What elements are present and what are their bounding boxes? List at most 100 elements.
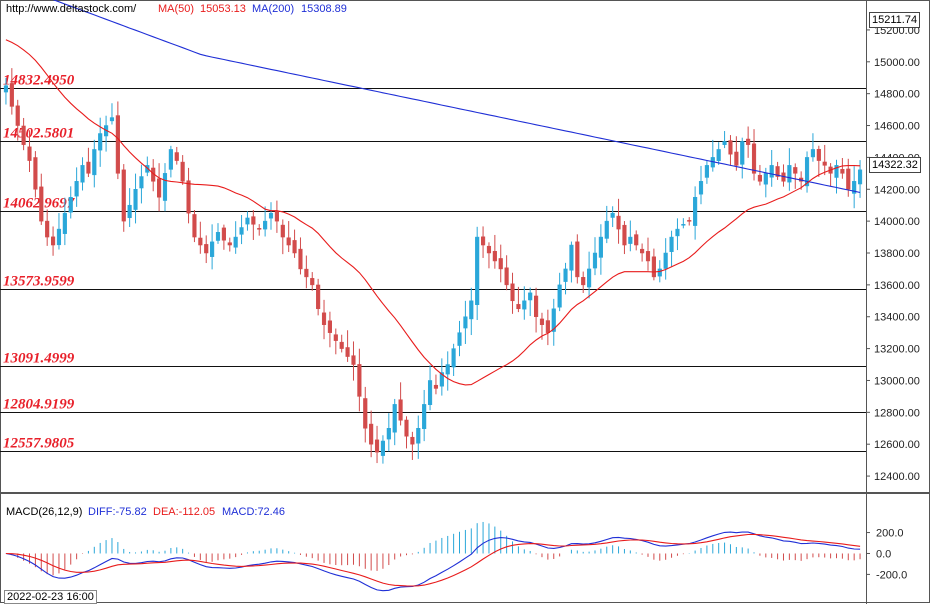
candle-body (522, 300, 527, 310)
candle-body (39, 186, 44, 222)
level-label: 12804.9199 (3, 397, 75, 413)
candle-body (575, 241, 580, 278)
candle-body (433, 384, 439, 389)
candle-body (704, 165, 709, 178)
candle-body (587, 268, 592, 288)
candle-body (539, 318, 545, 325)
candle-body (610, 212, 615, 218)
candle-body (286, 237, 291, 246)
candle-body (810, 149, 816, 158)
candle-body (846, 168, 851, 190)
candle-body (569, 244, 574, 271)
candle-body (304, 268, 309, 278)
candle-body (280, 224, 285, 238)
y-tick-label: 14200.00 (874, 184, 920, 196)
level-label: 12557.9805 (3, 436, 75, 452)
candle-body (763, 173, 768, 185)
candle-body (68, 196, 73, 213)
candle-body (734, 151, 739, 166)
y-tick-label: 13600.00 (874, 280, 920, 292)
macd-value: MACD:72.46 (222, 506, 285, 518)
candle-body (327, 320, 332, 333)
candle-body (728, 140, 733, 155)
candle-body (451, 348, 456, 368)
site-url[interactable]: http://www.deltastock.com/ (6, 3, 137, 15)
y-tick-label: 13200.00 (874, 344, 920, 356)
candle-body (693, 196, 698, 226)
candle-body (645, 251, 651, 262)
candle-body (669, 236, 674, 252)
candle-body (504, 267, 509, 286)
candle-body (439, 372, 444, 387)
candle-body (198, 237, 203, 246)
main-panel-frame (0, 0, 930, 493)
candle-body (822, 161, 827, 166)
candle-body (681, 224, 686, 226)
candle-body (215, 232, 221, 241)
candle-body (145, 165, 150, 173)
last-price-box: 14322.32 (869, 157, 921, 173)
candle-body (162, 173, 168, 201)
candle-body (321, 312, 327, 325)
candle-body (675, 228, 680, 237)
candle-body (716, 149, 721, 162)
candle-body (557, 284, 562, 308)
candle-body (3, 85, 9, 93)
candle-body (292, 240, 297, 254)
candle-body (115, 115, 120, 174)
candle-body (410, 436, 415, 445)
candle-body (840, 169, 845, 174)
candles (3, 68, 863, 464)
candle-body (310, 278, 315, 286)
candle-body (186, 180, 191, 214)
candle-body (109, 117, 115, 122)
candle-body (640, 248, 645, 254)
candle-body (563, 268, 568, 282)
y-tick-label: 14000.00 (874, 216, 920, 228)
candle-body (374, 439, 380, 453)
candle-body (416, 428, 421, 444)
candle-body (486, 245, 492, 254)
candle-body (98, 133, 103, 151)
candle-body (445, 364, 450, 375)
candle-body (74, 181, 79, 197)
macd-diff-line (5, 531, 861, 592)
candle-body (427, 380, 433, 405)
candle-body (369, 423, 374, 445)
candle-body (616, 215, 621, 230)
candle-body (27, 146, 32, 161)
candle-body (121, 169, 126, 222)
moving-average-lines (5, 0, 861, 386)
candle-body (510, 283, 515, 302)
candle-body (551, 308, 556, 332)
candle-body (127, 204, 132, 219)
candle-body (33, 157, 38, 190)
date-label: 2022-02-23 16:00 (4, 590, 97, 604)
candle-body (787, 165, 792, 183)
ma200-line (52, 0, 861, 194)
ma50-line (5, 39, 861, 386)
candle-body (21, 125, 26, 145)
candle-body (740, 141, 745, 165)
support-resistance-levels: 14832.4950 14502.5801 14062.9697 13573.9599… (0, 73, 866, 452)
macd-panel (5, 521, 861, 592)
candle-body (92, 149, 97, 176)
candle-body (386, 428, 391, 440)
candle-body (457, 332, 462, 346)
candle-body (245, 217, 250, 225)
candle-body (746, 138, 751, 145)
level-label: 14062.9697 (3, 196, 75, 212)
candle-body (598, 236, 603, 258)
candle-body (268, 212, 274, 219)
candle-body (816, 149, 821, 161)
y-tick-label: 13000.00 (874, 375, 920, 387)
candle-body (274, 210, 279, 222)
candle-body (363, 398, 368, 429)
candle-body (251, 216, 256, 225)
candle-body (239, 227, 244, 235)
candle-body (357, 364, 362, 397)
macd-name: MACD(26,12,9) (6, 506, 83, 518)
top-price-box: 15211.74 (869, 12, 921, 28)
candle-body (227, 242, 232, 246)
